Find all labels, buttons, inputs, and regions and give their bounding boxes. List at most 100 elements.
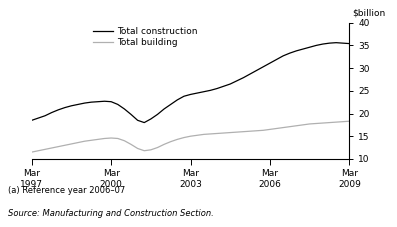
Total building — [241, 130, 246, 133]
Total building — [327, 121, 332, 124]
Total construction — [69, 104, 74, 107]
Total building — [320, 122, 325, 124]
Total construction — [102, 100, 107, 103]
Total building — [248, 130, 252, 133]
Total building — [76, 141, 81, 144]
Total construction — [320, 43, 325, 45]
Total building — [89, 139, 94, 142]
Total construction — [129, 113, 133, 116]
Total construction — [76, 103, 81, 106]
Total building — [168, 140, 173, 143]
Total construction — [122, 108, 127, 110]
Total building — [215, 132, 220, 135]
Total construction — [82, 102, 87, 104]
Total construction — [268, 62, 272, 64]
Total construction — [281, 54, 285, 57]
Total construction — [201, 90, 206, 93]
Total building — [334, 121, 339, 123]
Total construction — [155, 113, 160, 116]
Total building — [62, 144, 67, 147]
Total construction — [235, 79, 239, 82]
Total construction — [340, 42, 345, 44]
Total building — [314, 122, 319, 125]
Total building — [261, 129, 266, 132]
Total building — [155, 146, 160, 149]
Total building — [208, 133, 213, 135]
Total construction — [116, 103, 120, 106]
Total building — [102, 137, 107, 140]
Total building — [181, 136, 186, 139]
Line: Total construction: Total construction — [32, 43, 349, 123]
Total construction — [327, 42, 332, 44]
Total construction — [148, 118, 153, 120]
Total building — [274, 127, 279, 130]
Total building — [307, 123, 312, 125]
Total construction — [314, 44, 319, 47]
Total construction — [228, 83, 233, 85]
Total building — [221, 132, 226, 134]
Total construction — [42, 114, 47, 117]
Total construction — [142, 121, 146, 124]
Total building — [287, 125, 292, 128]
Total building — [254, 129, 259, 132]
Total construction — [215, 87, 220, 90]
Total construction — [274, 58, 279, 61]
Total building — [135, 147, 140, 150]
Total building — [129, 143, 133, 146]
Total construction — [254, 69, 259, 72]
Total construction — [241, 76, 246, 79]
Total building — [29, 151, 34, 153]
Total construction — [301, 48, 305, 50]
Total building — [142, 149, 146, 152]
Total construction — [287, 52, 292, 54]
Total construction — [294, 49, 299, 52]
Total building — [109, 137, 114, 139]
Total construction — [347, 42, 352, 45]
Total construction — [56, 109, 61, 111]
Total building — [195, 134, 200, 137]
Legend: Total construction, Total building: Total construction, Total building — [93, 27, 197, 47]
Text: $billion: $billion — [353, 8, 386, 17]
Total building — [228, 131, 233, 134]
Total building — [162, 143, 166, 146]
Total building — [188, 135, 193, 138]
Total building — [148, 148, 153, 151]
Total building — [281, 126, 285, 129]
Total construction — [181, 95, 186, 98]
Total building — [201, 133, 206, 136]
Total construction — [221, 85, 226, 88]
Total building — [301, 123, 305, 126]
Total building — [42, 148, 47, 151]
Total building — [347, 120, 352, 123]
Total construction — [49, 111, 54, 114]
Total construction — [135, 119, 140, 122]
Total construction — [175, 99, 180, 101]
Total building — [56, 145, 61, 148]
Text: Source: Manufacturing and Construction Section.: Source: Manufacturing and Construction S… — [8, 209, 214, 218]
Total building — [49, 147, 54, 149]
Total building — [82, 140, 87, 143]
Total building — [235, 131, 239, 133]
Total building — [69, 143, 74, 145]
Total construction — [248, 73, 252, 75]
Total building — [268, 128, 272, 131]
Total construction — [261, 65, 266, 68]
Total construction — [62, 106, 67, 109]
Total construction — [162, 108, 166, 110]
Total construction — [307, 46, 312, 49]
Total construction — [168, 103, 173, 106]
Text: (a) Reference year 2006–07: (a) Reference year 2006–07 — [8, 186, 125, 195]
Total construction — [89, 101, 94, 104]
Total construction — [188, 93, 193, 96]
Total building — [122, 139, 127, 142]
Total construction — [29, 119, 34, 122]
Total construction — [208, 89, 213, 92]
Total construction — [195, 92, 200, 94]
Total construction — [109, 100, 114, 103]
Total building — [340, 120, 345, 123]
Total construction — [36, 117, 41, 119]
Total building — [36, 149, 41, 152]
Total building — [294, 124, 299, 127]
Total building — [96, 138, 100, 141]
Line: Total building: Total building — [32, 121, 349, 152]
